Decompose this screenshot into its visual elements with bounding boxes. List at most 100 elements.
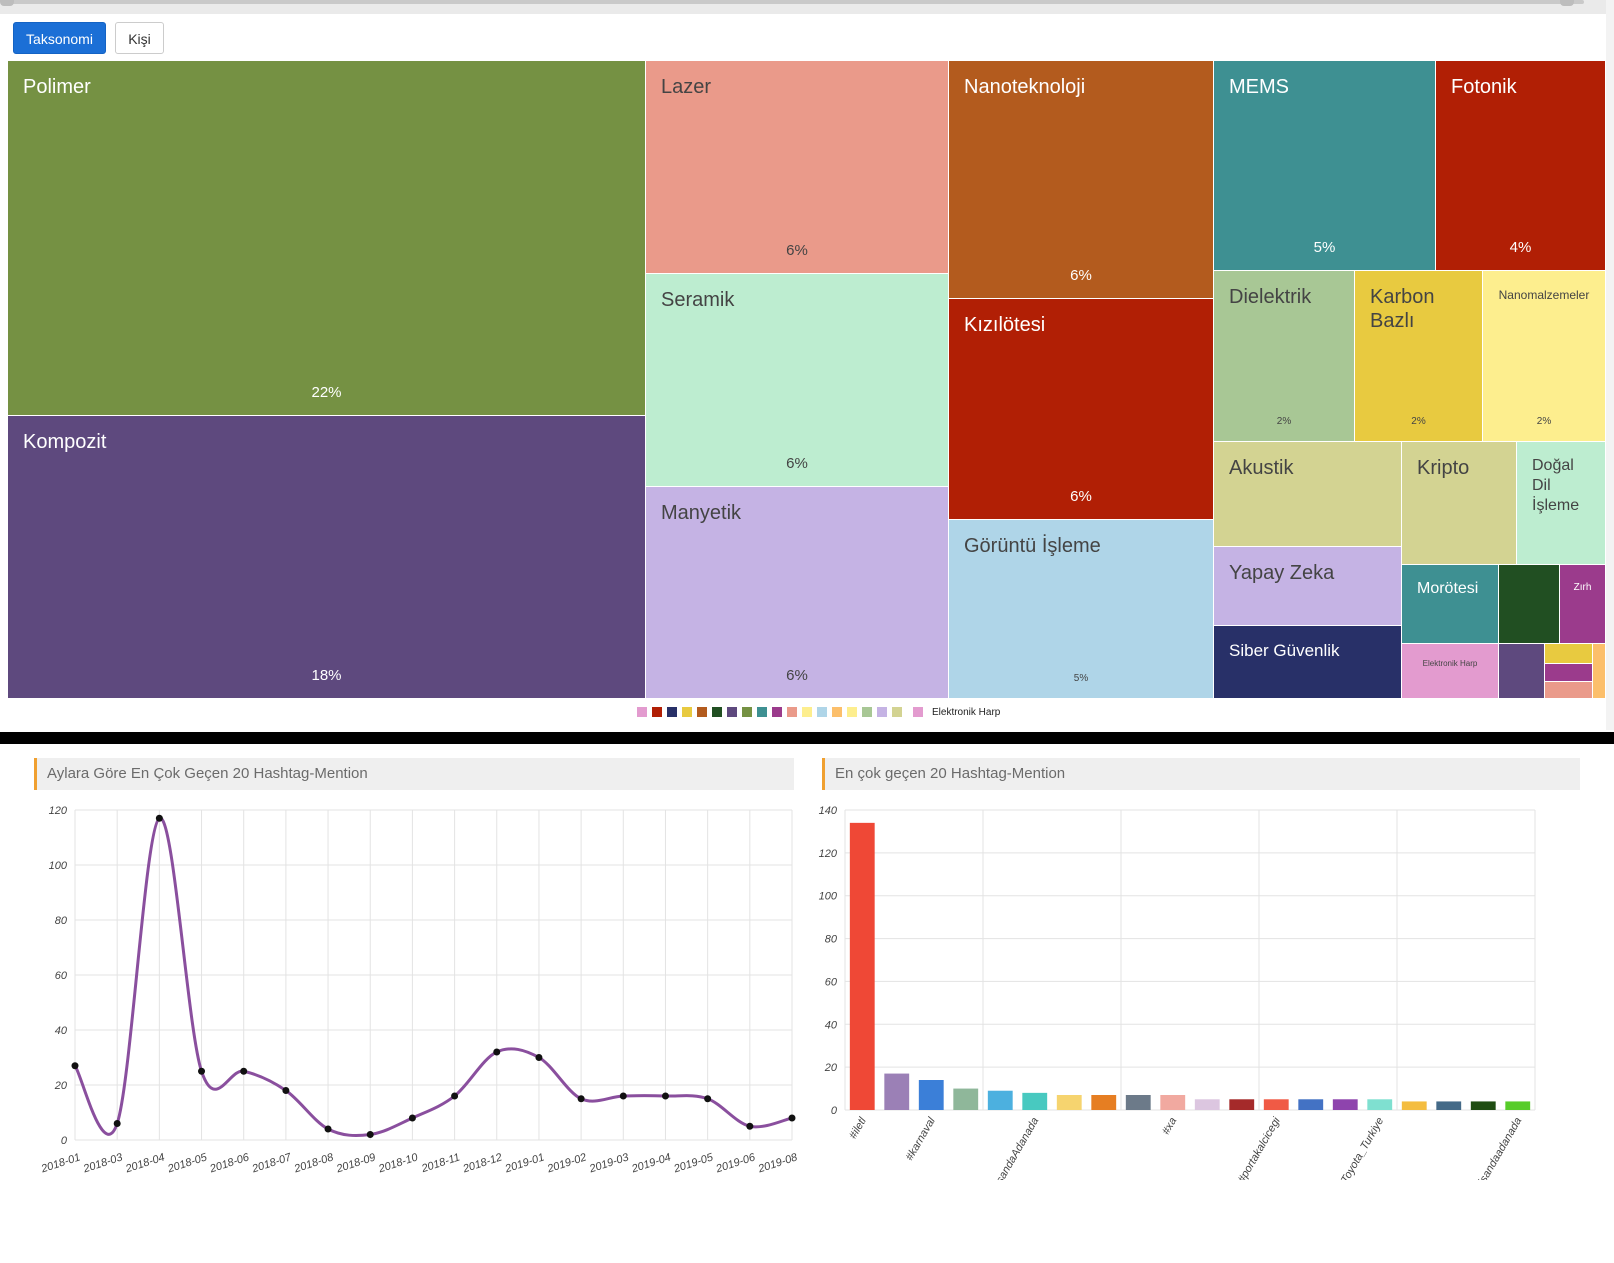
treemap-cell-dielektrik[interactable]: Dielektrik 2% [1214,271,1355,442]
x-tick-label: 2018-10 [376,1151,420,1175]
treemap-label: Fotonik [1451,76,1517,98]
bar-chart: 0 20 40 60 80 100 120 140 #iletl #karnaval @Nisand… [819,805,1536,1181]
treemap-cell-23[interactable] [1545,644,1593,664]
x-tick-label: #karnaval [904,1115,939,1163]
treemap-percentage: 5% [1073,673,1089,684]
data-point [577,1095,585,1103]
treemap-cell-kompozit[interactable]: Kompozit 18% [8,416,646,699]
data-point [408,1114,416,1122]
treemap-cell-kripto[interactable]: Kripto [1402,442,1517,565]
data-point [324,1125,332,1133]
data-point [535,1054,543,1061]
treemap-cell-yapay-zeka[interactable]: Yapay Zeka [1214,547,1402,626]
treemap-cell-22[interactable] [1499,644,1545,699]
legend-swatch[interactable] [862,707,872,717]
treemap-cell-lazer[interactable]: Lazer 6% [646,61,949,274]
bar [1263,1099,1289,1110]
treemap-cell-mems[interactable]: MEMS 5% [1214,61,1436,271]
bar [1401,1101,1427,1110]
treemap-cell-akustik[interactable]: Akustik [1214,442,1402,547]
y-tick-label: 20 [54,1080,68,1092]
legend-swatch[interactable] [772,707,782,717]
treemap-cell-elektronik-harp[interactable]: Elektronik Harp [1402,644,1499,699]
x-tick-label: 2018-08 [292,1151,336,1175]
treemap-cell-24[interactable] [1545,664,1593,682]
legend-active-swatch[interactable] [913,707,923,717]
y-tick-label: 0 [831,1105,838,1117]
treemap-percentage: 2% [1276,416,1292,427]
legend-swatch[interactable] [757,707,767,717]
treemap-cell-polimer[interactable]: Polimer 22% [8,61,646,416]
x-tick-label: 2019-02 [545,1151,588,1175]
tab-taksonomi[interactable]: Taksonomi [13,22,106,54]
legend-swatch[interactable] [727,707,737,717]
treemap-cell-26[interactable] [1593,644,1606,699]
x-tick-label: 2018-11 [419,1151,461,1175]
scroll-right-handle[interactable] [1560,0,1574,6]
x-tick-label: 2018-06 [208,1151,252,1175]
treemap-cell-manyetik[interactable]: Manyetik 6% [646,487,949,699]
x-tick-label: 2018-12 [461,1151,504,1175]
bar [987,1090,1013,1110]
line-chart-title: Aylara Göre En Çok Geçen 20 Hashtag-Ment… [34,758,794,790]
treemap-cell-karbon-bazl-[interactable]: Karbon Bazlı 2% [1355,271,1483,442]
tab-kisi[interactable]: Kişi [115,22,164,54]
legend-swatch[interactable] [742,707,752,717]
legend-swatch[interactable] [847,707,857,717]
legend-swatch[interactable] [787,707,797,717]
treemap-label: Dielektrik [1229,286,1312,308]
legend-swatch[interactable] [697,707,707,717]
x-tick-label: 2018-03 [81,1151,125,1175]
treemap-label: MEMS [1229,76,1289,98]
legend-swatch[interactable] [712,707,722,717]
bar [1332,1099,1358,1110]
treemap-percentage: 4% [1509,239,1532,256]
legend-swatch[interactable] [877,707,887,717]
data-point [746,1122,754,1130]
scrollbar-thumb[interactable] [6,0,1584,4]
y-tick-label: 40 [825,1019,838,1031]
x-tick-label: @nisandaadanada [1468,1116,1525,1181]
treemap-cell-do-al-dil-i-leme[interactable]: Doğal Dil İşleme [1517,442,1606,565]
treemap-cell-nanomalzemeler[interactable]: Nanomalzemeler 2% [1483,271,1606,442]
treemap-cell-nanoteknoloji[interactable]: Nanoteknoloji 6% [949,61,1214,299]
treemap-label: Manyetik [661,502,742,524]
y-tick-label: 120 [49,805,68,817]
treemap-percentage: 6% [786,242,808,259]
legend-swatch[interactable] [892,707,902,717]
horizontal-scrollbar[interactable] [0,0,1614,14]
x-tick-label: 2018-09 [334,1151,377,1175]
treemap-cell-mor-tesi[interactable]: Morötesi [1402,565,1499,644]
legend-swatch[interactable] [832,707,842,717]
bar [1470,1101,1496,1110]
legend-swatch[interactable] [802,707,812,717]
legend-swatch[interactable] [652,707,662,717]
treemap-cell-fotonik[interactable]: Fotonik 4% [1436,61,1606,271]
bar [849,822,875,1110]
scroll-left-handle[interactable] [0,0,14,6]
x-tick-label: 2019-06 [714,1151,758,1175]
x-tick-label: 2018-05 [165,1151,209,1175]
legend-swatch[interactable] [637,707,647,717]
treemap-cell-19[interactable] [1499,565,1560,644]
treemap-cell-g-r-nt-i-leme[interactable]: Görüntü İşleme 5% [949,520,1214,699]
legend-swatch[interactable] [667,707,677,717]
legend-swatch[interactable] [817,707,827,717]
data-point [155,814,163,822]
treemap-cell-seramik[interactable]: Seramik 6% [646,274,949,487]
right-gutter [1606,0,1614,730]
treemap-cell-z-rh[interactable]: Zırh [1560,565,1606,644]
x-tick-label: 2018-04 [123,1151,166,1175]
data-point [788,1114,796,1122]
data-point [704,1095,712,1103]
treemap-label: Doğal Dil İşleme [1532,457,1580,514]
legend-swatch[interactable] [682,707,692,717]
treemap-label: Elektronik Harp [1422,659,1478,668]
bar [1056,1095,1082,1110]
data-point [661,1092,669,1100]
bar [1194,1099,1220,1110]
treemap-cell-25[interactable] [1545,682,1593,699]
data-point [282,1087,290,1094]
treemap-cell-k-z-l-tesi[interactable]: Kızılötesi 6% [949,299,1214,520]
treemap-cell-siber-g-venlik[interactable]: Siber Güvenlik [1214,626,1402,699]
